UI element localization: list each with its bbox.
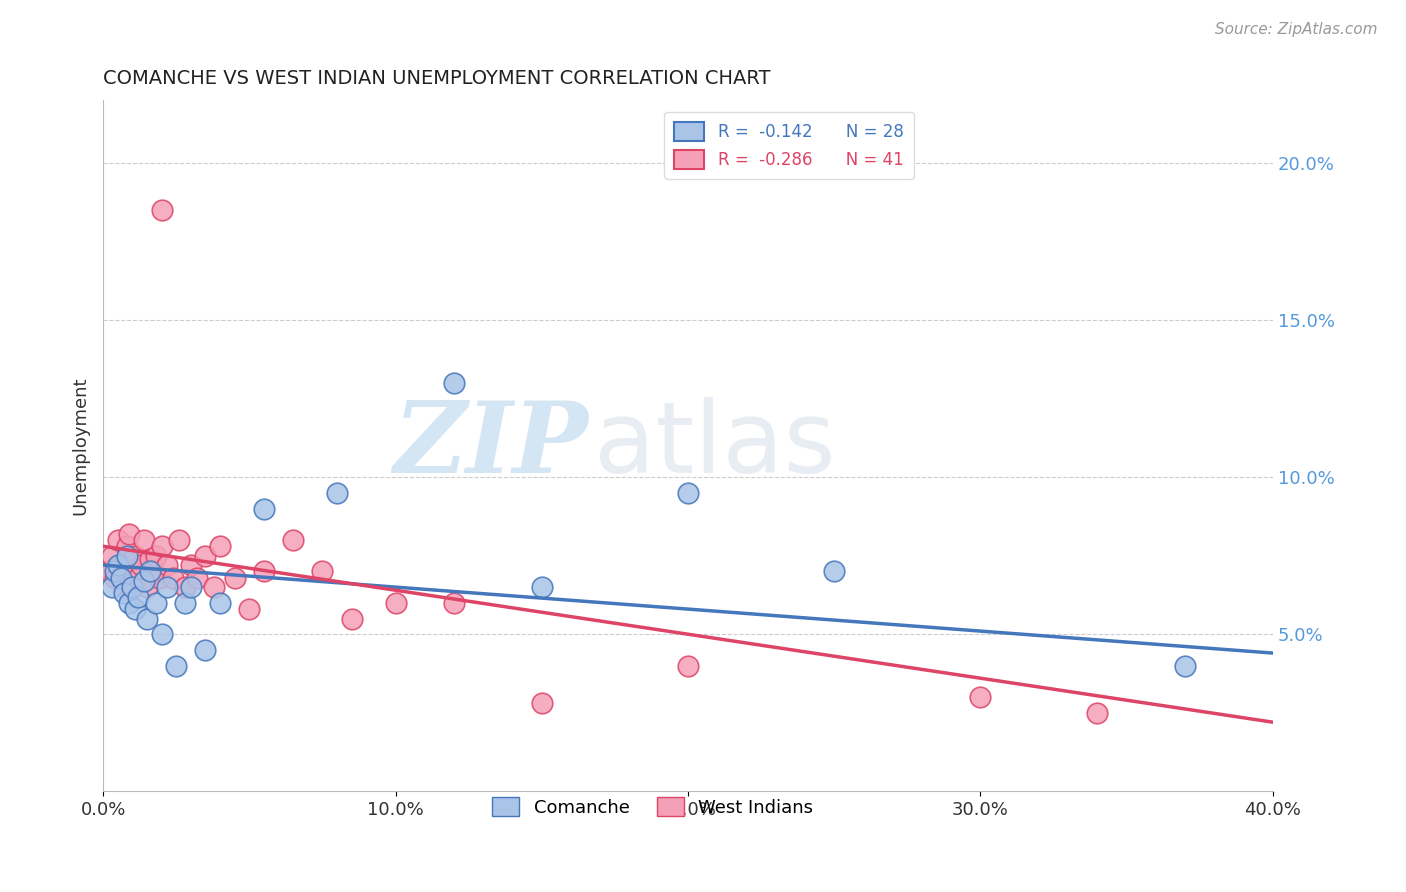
Point [530,696,553,710]
Point [145,549,167,563]
Text: COMANCHE VS WEST INDIAN UNEMPLOYMENT CORRELATION CHART: COMANCHE VS WEST INDIAN UNEMPLOYMENT COR… [103,69,770,87]
Text: atlas: atlas [595,397,837,494]
Y-axis label: Unemployment: Unemployment [72,376,89,515]
Point [118,526,141,541]
Point [129,558,152,573]
Point [969,690,991,704]
Point [224,571,246,585]
Point [326,486,349,500]
Point [101,580,124,594]
Point [136,611,159,625]
Point [124,549,146,563]
Point [180,558,202,573]
Point [174,580,197,594]
Point [165,658,187,673]
Point [311,565,333,579]
Point [202,580,225,594]
Point [121,580,143,594]
Point [150,627,173,641]
Point [253,565,276,579]
Point [112,586,135,600]
Point [167,533,190,547]
Point [174,596,197,610]
Point [98,565,121,579]
Point [150,203,173,218]
Point [443,596,465,610]
Point [238,602,260,616]
Point [676,486,699,500]
Point [156,558,179,573]
Point [823,565,845,579]
Point [1174,658,1197,673]
Point [107,533,129,547]
Point [209,596,232,610]
Point [121,565,143,579]
Point [156,580,179,594]
Point [112,580,135,594]
Point [104,571,127,585]
Point [162,571,184,585]
Point [110,558,132,573]
Point [530,580,553,594]
Point [136,580,159,594]
Point [115,549,138,563]
Point [194,549,217,563]
Point [115,539,138,553]
Point [443,376,465,390]
Point [124,602,146,616]
Point [118,596,141,610]
Point [180,580,202,594]
Point [127,571,149,585]
Point [283,533,305,547]
Point [101,549,124,563]
Point [139,565,162,579]
Point [194,643,217,657]
Point [209,539,232,553]
Point [142,565,165,579]
Point [148,571,170,585]
Point [384,596,406,610]
Text: ZIP: ZIP [394,398,589,494]
Point [340,611,363,625]
Point [127,590,149,604]
Point [110,571,132,585]
Point [107,558,129,573]
Point [132,533,155,547]
Point [132,574,155,588]
Point [150,539,173,553]
Point [676,658,699,673]
Point [104,565,127,579]
Point [253,501,276,516]
Legend: Comanche, West Indians: Comanche, West Indians [485,790,821,823]
Point [145,596,167,610]
Point [139,551,162,566]
Text: Source: ZipAtlas.com: Source: ZipAtlas.com [1215,22,1378,37]
Point [1087,706,1109,720]
Point [186,571,208,585]
